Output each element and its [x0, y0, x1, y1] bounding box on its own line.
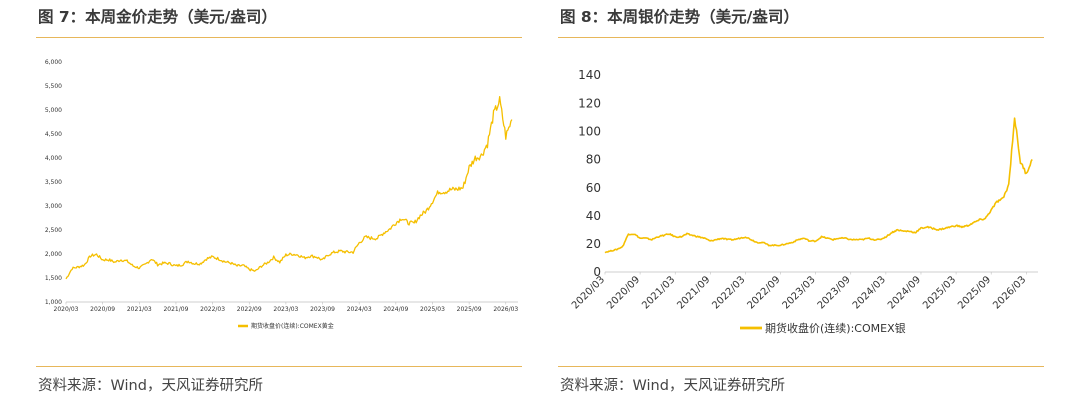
gold-bottom-divider	[36, 366, 522, 367]
x-tick-label: 2025/03	[420, 306, 445, 313]
gold-source-note: 资料来源：Wind，天风证券研究所	[38, 378, 263, 394]
x-tick-label: 2022/09	[237, 306, 262, 313]
y-tick-label: 40	[586, 209, 601, 223]
x-tick-label: 2020/03	[54, 306, 79, 313]
silver-source-note: 资料来源：Wind，天风证券研究所	[560, 378, 785, 394]
y-tick-label: 1,500	[45, 275, 62, 282]
x-tick-label: 2023/03	[273, 306, 298, 313]
x-tick-label: 2024/03	[851, 274, 888, 311]
series-line	[65, 96, 513, 280]
x-tick-label: 2022/09	[746, 274, 783, 311]
y-tick-label: 80	[586, 153, 601, 167]
series-line	[604, 117, 1033, 254]
x-tick-label: 2026/03	[991, 274, 1028, 311]
x-tick-label: 2021/09	[163, 306, 188, 313]
x-tick-label: 2020/09	[90, 306, 115, 313]
y-tick-label: 140	[578, 68, 601, 82]
silver-chart-title: 图 8：本周银价走势（美元/盎司）	[560, 8, 799, 26]
x-tick-label: 2021/03	[640, 274, 677, 311]
y-tick-label: 3,500	[45, 179, 62, 186]
x-tick-label: 2025/03	[921, 274, 958, 311]
gold-price-chart: 1,000 1,500 2,000 2,500 3,000 3,500 4,000 4,500…	[45, 59, 519, 330]
gold-chart-title: 图 7：本周金价走势（美元/盎司）	[38, 8, 277, 26]
y-tick-label: 1,000	[45, 299, 62, 306]
y-tick-label: 2,000	[45, 251, 62, 258]
x-tick-label: 2021/03	[127, 306, 152, 313]
y-tick-label: 4,500	[45, 131, 62, 138]
x-tick-label: 2020/03	[570, 274, 607, 311]
x-tick-label: 2023/03	[781, 274, 818, 311]
y-tick-label: 3,000	[45, 203, 62, 210]
x-tick-label: 2024/03	[347, 306, 372, 313]
y-tick-label: 6,000	[45, 59, 62, 66]
silver-bottom-divider	[558, 366, 1044, 367]
gold-panel: 图 7：本周金价走势（美元/盎司） 1,000 1,500 2,000 2,500 3,…	[36, 0, 522, 402]
silver-price-chart: 0204060801001201402020/032020/092021/032…	[570, 68, 1038, 335]
y-tick-label: 0	[593, 265, 601, 279]
x-tick-label: 2023/09	[816, 274, 853, 311]
x-tick-label: 2024/09	[886, 274, 923, 311]
x-tick-label: 2023/09	[310, 306, 335, 313]
gold-top-divider	[36, 37, 522, 38]
y-tick-label: 5,000	[45, 107, 62, 114]
legend-label: 期货收盘价(连续):COMEX银	[765, 321, 906, 335]
x-tick-label: 2024/09	[383, 306, 408, 313]
silver-top-divider	[558, 37, 1044, 38]
y-tick-label: 100	[578, 124, 601, 138]
silver-panel: 图 8：本周银价走势（美元/盎司） 0 20 40 60 80 100 120 140 2020…	[558, 0, 1044, 402]
y-tick-label: 5,500	[45, 83, 62, 90]
x-tick-label: 2022/03	[710, 274, 747, 311]
x-tick-label: 2022/03	[200, 306, 225, 313]
x-tick-label: 2026/03	[493, 306, 518, 313]
y-tick-label: 120	[578, 96, 601, 110]
x-tick-label: 2025/09	[956, 274, 993, 311]
y-tick-label: 60	[586, 181, 601, 195]
y-tick-label: 4,000	[45, 155, 62, 162]
legend-label: 期货收盘价(连续):COMEX黄金	[251, 322, 334, 330]
y-tick-label: 20	[586, 237, 601, 251]
x-tick-label: 2025/09	[457, 306, 482, 313]
x-tick-label: 2020/09	[605, 274, 642, 311]
x-tick-label: 2021/09	[675, 274, 712, 311]
y-tick-label: 2,500	[45, 227, 62, 234]
